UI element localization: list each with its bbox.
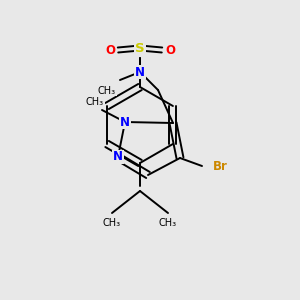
Text: CH₃: CH₃ bbox=[159, 218, 177, 228]
Text: N: N bbox=[120, 116, 130, 128]
Text: N: N bbox=[135, 65, 145, 79]
Text: CH₃: CH₃ bbox=[98, 86, 116, 96]
Text: N: N bbox=[113, 151, 123, 164]
Text: O: O bbox=[105, 44, 115, 56]
Text: S: S bbox=[135, 41, 145, 55]
Text: O: O bbox=[165, 44, 175, 56]
Text: CH₃: CH₃ bbox=[86, 97, 104, 107]
Text: CH₃: CH₃ bbox=[103, 218, 121, 228]
Text: Br: Br bbox=[213, 160, 227, 172]
